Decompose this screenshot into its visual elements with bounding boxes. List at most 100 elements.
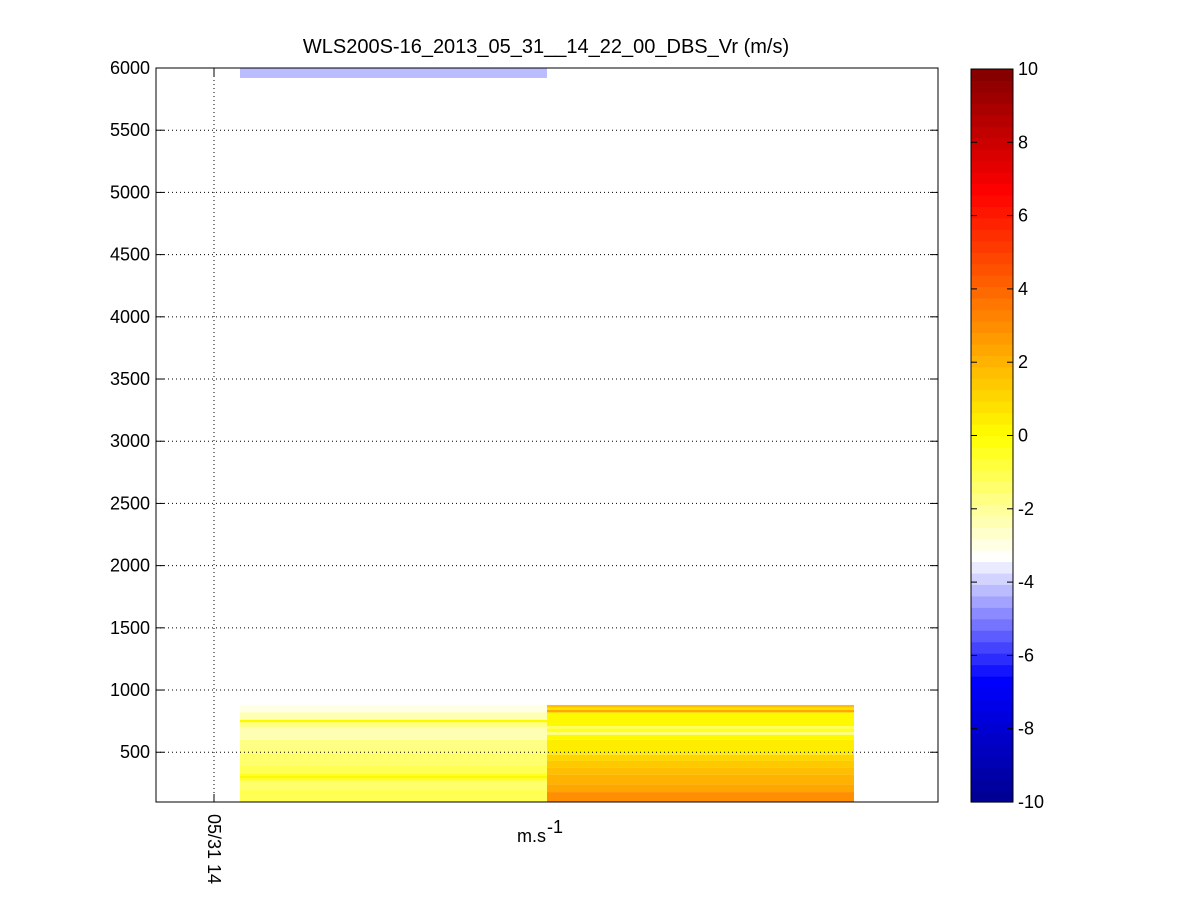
colorbar-swatch bbox=[971, 424, 1013, 437]
heatmap-cell bbox=[240, 727, 547, 740]
colorbar-swatch bbox=[971, 618, 1013, 631]
heatmap-cell bbox=[547, 784, 854, 793]
colorbar-swatch bbox=[971, 103, 1013, 116]
y-tick-label: 4500 bbox=[110, 245, 150, 265]
heatmap-cell bbox=[240, 719, 547, 723]
colorbar-swatch bbox=[971, 607, 1013, 620]
y-tick-label: 6000 bbox=[110, 58, 150, 78]
colorbar-swatch bbox=[971, 149, 1013, 162]
y-tick-label: 4000 bbox=[110, 307, 150, 327]
colorbar-swatch bbox=[971, 744, 1013, 757]
colorbar-swatch bbox=[971, 114, 1013, 127]
colorbar-swatch bbox=[971, 504, 1013, 517]
colorbar-tick-label: 10 bbox=[1018, 59, 1038, 79]
heatmap-cell bbox=[240, 68, 547, 78]
y-tick-label: 3500 bbox=[110, 369, 150, 389]
heatmap-cell bbox=[547, 712, 854, 727]
colorbar-swatch bbox=[971, 275, 1013, 288]
colorbar: -10 -8 -6 -4 -2 0 2 4 6 8 10 bbox=[970, 59, 1044, 812]
colorbar-swatch bbox=[971, 572, 1013, 585]
y-tick-label: 1500 bbox=[110, 618, 150, 638]
colorbar-swatch bbox=[971, 69, 1013, 82]
colorbar-swatch bbox=[971, 206, 1013, 219]
y-tick-label: 5000 bbox=[110, 182, 150, 202]
x-axis: 05/31 14 bbox=[204, 68, 224, 884]
colorbar-swatch bbox=[971, 538, 1013, 551]
x-axis-label: m.s bbox=[517, 826, 546, 846]
y-tick-label: 5500 bbox=[110, 120, 150, 140]
colorbar-tick-label: 2 bbox=[1018, 352, 1028, 372]
heatmap-cell bbox=[547, 734, 854, 740]
colorbar-axis: -10 -8 -6 -4 -2 0 2 4 6 8 10 bbox=[971, 59, 1044, 812]
colorbar-swatch bbox=[971, 630, 1013, 643]
colorbar-swatch bbox=[971, 664, 1013, 677]
chart-title: WLS200S-16_2013_05_31__14_22_00_DBS_Vr (… bbox=[303, 36, 789, 58]
colorbar-swatch bbox=[971, 687, 1013, 700]
heatmap-cell bbox=[547, 704, 854, 708]
colorbar-swatch bbox=[971, 435, 1013, 448]
heatmap-cell bbox=[240, 773, 547, 776]
heatmap-cell bbox=[547, 728, 854, 733]
colorbar-swatch bbox=[971, 240, 1013, 253]
colorbar-swatch bbox=[971, 366, 1013, 379]
colorbar-swatch bbox=[971, 458, 1013, 471]
colorbar-swatch bbox=[971, 515, 1013, 528]
colorbar-swatch bbox=[971, 584, 1013, 597]
colorbar-swatch bbox=[971, 217, 1013, 230]
colorbar-swatch bbox=[971, 779, 1013, 792]
colorbar-swatch bbox=[971, 389, 1013, 402]
heatmap-cell bbox=[547, 760, 854, 768]
colorbar-swatch bbox=[971, 229, 1013, 242]
heatmap-cell bbox=[240, 739, 547, 753]
colorbar-swatch bbox=[971, 561, 1013, 574]
colorbar-tick-label: 4 bbox=[1018, 279, 1028, 299]
colorbar-tick-label: -8 bbox=[1018, 719, 1034, 739]
plot-background bbox=[156, 68, 938, 802]
colorbar-swatch bbox=[971, 320, 1013, 334]
colorbar-swatches bbox=[971, 69, 1013, 803]
colorbar-tick-label: -10 bbox=[1018, 792, 1044, 812]
colorbar-swatch bbox=[971, 412, 1013, 425]
x-tick-label: 05/31 14 bbox=[204, 814, 224, 884]
colorbar-tick-label: 6 bbox=[1018, 206, 1028, 226]
colorbar-swatch bbox=[971, 263, 1013, 276]
colorbar-swatch bbox=[971, 481, 1013, 494]
y-tick-label: 2000 bbox=[110, 556, 150, 576]
colorbar-swatch bbox=[971, 298, 1013, 311]
colorbar-swatch bbox=[971, 137, 1013, 150]
colorbar-swatch bbox=[971, 710, 1013, 723]
heatmap-cell bbox=[240, 704, 547, 713]
colorbar-swatch bbox=[971, 469, 1013, 482]
colorbar-swatch bbox=[971, 126, 1013, 139]
colorbar-swatch bbox=[971, 767, 1013, 780]
heatmap-cell bbox=[240, 752, 547, 765]
colorbar-swatch bbox=[971, 527, 1013, 540]
colorbar-swatch bbox=[971, 401, 1013, 414]
heatmap-cell bbox=[240, 712, 547, 720]
plot-area: 500 1000 1500 2000 2500 3000 3500 4000 4500 5000 5… bbox=[110, 58, 939, 884]
colorbar-swatch bbox=[971, 595, 1013, 608]
heatmap-cell bbox=[547, 774, 854, 785]
colorbar-tick-label: -6 bbox=[1018, 645, 1034, 665]
heatmap-cell bbox=[547, 707, 854, 710]
colorbar-swatch bbox=[971, 698, 1013, 711]
colorbar-tick-label: 0 bbox=[1018, 426, 1028, 446]
heatmap-cell bbox=[547, 709, 854, 713]
colorbar-swatch bbox=[971, 183, 1013, 196]
colorbar-swatch bbox=[971, 194, 1013, 208]
colorbar-swatch bbox=[971, 721, 1013, 734]
colorbar-swatch bbox=[971, 355, 1013, 368]
colorbar-swatch bbox=[971, 309, 1013, 322]
heatmap-cells bbox=[240, 68, 854, 802]
colorbar-swatch bbox=[971, 641, 1013, 654]
colorbar-swatch bbox=[971, 492, 1013, 505]
colorbar-swatch bbox=[971, 733, 1013, 746]
colorbar-swatch bbox=[971, 332, 1013, 345]
colorbar-tick-label: -2 bbox=[1018, 499, 1034, 519]
colorbar-swatch bbox=[971, 91, 1013, 104]
colorbar-tick-label: -4 bbox=[1018, 572, 1034, 592]
y-tick-label: 500 bbox=[120, 742, 150, 762]
heatmap-cell bbox=[547, 726, 854, 729]
heatmap-cell bbox=[547, 792, 854, 802]
